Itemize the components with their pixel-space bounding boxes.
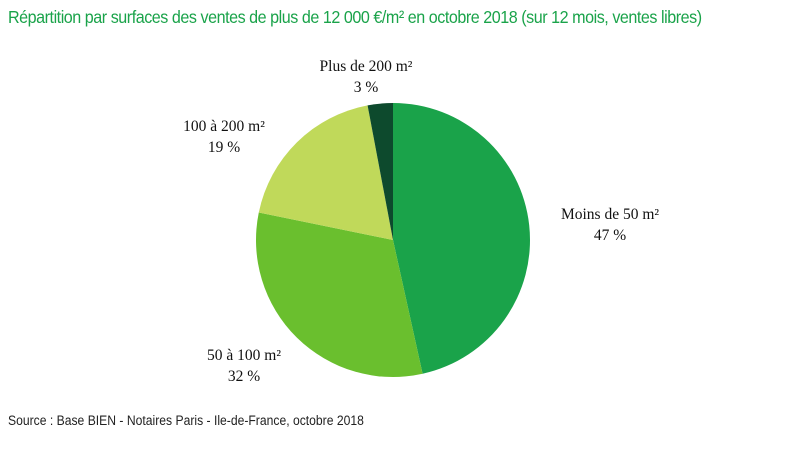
slice-name: Plus de 200 m² [319, 58, 413, 75]
slice-label-50-100: 50 à 100 m² 32 % [174, 345, 314, 387]
slice-value: 32 % [227, 368, 261, 385]
pie-slice [393, 103, 531, 374]
pie-slice [367, 103, 393, 240]
slice-label-moins-50: Moins de 50 m² 47 % [540, 204, 680, 246]
slice-name: 100 à 200 m² [183, 118, 265, 135]
pie-slice [258, 105, 393, 240]
slice-name: 50 à 100 m² [207, 347, 281, 364]
slice-name: Moins de 50 m² [560, 206, 660, 223]
source-note: Source : Base BIEN - Notaires Paris - Il… [8, 413, 364, 428]
slice-label-100-200: 100 à 200 m² 19 % [154, 116, 294, 158]
slice-value: 19 % [207, 139, 241, 156]
slice-value: 47 % [593, 227, 627, 244]
slice-label-plus-200: Plus de 200 m² 3 % [296, 56, 436, 98]
chart-title: Répartition par surfaces des ventes de p… [8, 7, 702, 27]
slice-value: 3 % [353, 79, 379, 96]
pie-slice [256, 212, 423, 377]
